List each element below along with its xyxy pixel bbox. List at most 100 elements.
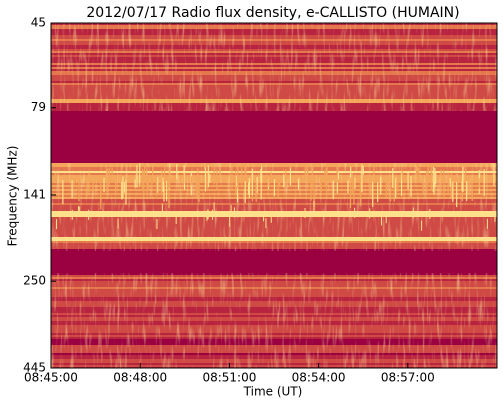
texture-streak <box>387 176 389 191</box>
texture-streak <box>361 164 363 192</box>
texture-streak <box>204 167 207 192</box>
texture-streak <box>114 177 117 193</box>
texture-streak <box>106 168 108 193</box>
texture-streak <box>466 182 468 201</box>
x-tick-label: 08:51:00 <box>202 371 256 385</box>
texture-streak <box>278 175 281 188</box>
texture-streak <box>313 179 315 207</box>
texture-streak <box>326 164 328 188</box>
texture-streak <box>434 167 436 188</box>
texture-streak <box>377 182 379 202</box>
texture-streak <box>244 165 246 175</box>
texture-streak <box>237 164 239 189</box>
texture-streak <box>123 182 126 193</box>
texture-streak <box>260 177 262 200</box>
texture-streak <box>260 169 262 183</box>
texture-streak <box>88 209 90 220</box>
texture-streak <box>156 219 158 230</box>
x-tick-label: 08:48:00 <box>113 371 167 385</box>
texture-streak <box>468 175 470 195</box>
texture-streak <box>168 181 170 209</box>
texture-streak <box>261 166 263 183</box>
texture-streak <box>397 180 399 192</box>
texture-streak <box>211 209 213 220</box>
texture-streak <box>86 179 88 196</box>
texture-streak <box>313 201 315 212</box>
texture-streak <box>393 180 395 202</box>
texture-streak <box>270 212 272 223</box>
texture-streak <box>494 211 496 222</box>
texture-streak <box>310 176 312 201</box>
texture-streak <box>478 170 480 179</box>
texture-streak <box>136 164 138 188</box>
texture-streak <box>465 167 467 180</box>
texture-streak <box>320 175 322 192</box>
texture-streak <box>166 181 168 202</box>
texture-streak <box>231 163 233 181</box>
texture-streak <box>407 170 409 190</box>
texture-streak <box>311 164 313 191</box>
texture-streak <box>251 168 253 196</box>
texture-streak <box>373 165 375 184</box>
texture-streak <box>471 180 473 201</box>
texture-streak <box>443 170 445 197</box>
texture-streak <box>206 210 208 221</box>
texture-streak <box>198 177 200 203</box>
texture-streak <box>389 176 392 202</box>
texture-streak <box>161 170 163 196</box>
texture-streak <box>209 173 211 184</box>
texture-streak <box>92 180 94 193</box>
texture-streak <box>433 182 435 195</box>
texture-streak <box>440 169 442 194</box>
texture-streak <box>176 163 178 180</box>
texture-streak <box>256 176 258 193</box>
texture-streak <box>392 168 394 188</box>
y-tick-label: 250 <box>23 274 46 288</box>
texture-streak <box>206 173 208 189</box>
texture-streak <box>350 166 352 178</box>
texture-streak <box>285 169 287 188</box>
texture-streak <box>183 171 186 191</box>
texture-streak <box>168 167 171 189</box>
texture-streak <box>337 171 340 180</box>
texture-streak <box>111 167 113 176</box>
texture-streak <box>207 209 209 220</box>
texture-streak <box>456 181 458 208</box>
texture-streak <box>483 169 485 197</box>
texture-streak <box>244 181 246 203</box>
texture-streak <box>385 180 387 198</box>
x-axis-label: Time (UT) <box>243 385 303 399</box>
texture-streak <box>157 176 159 193</box>
texture-streak <box>146 173 148 196</box>
texture-streak <box>380 215 382 226</box>
y-tick-label: 79 <box>31 100 46 114</box>
texture-streak <box>427 166 429 185</box>
texture-streak <box>139 163 141 186</box>
texture-streak <box>78 182 80 202</box>
texture-streak <box>304 208 306 219</box>
texture-streak <box>486 218 488 229</box>
texture-streak <box>426 171 428 196</box>
texture-streak <box>400 173 403 196</box>
texture-streak <box>462 166 464 193</box>
texture-streak <box>195 175 197 199</box>
texture-streak <box>395 177 397 199</box>
texture-streak <box>362 166 364 175</box>
texture-streak <box>183 173 185 184</box>
chart-title: 2012/07/17 Radio flux density, e-CALLIST… <box>86 5 459 21</box>
texture-streak <box>71 209 73 220</box>
texture-streak <box>161 203 163 214</box>
texture-streak <box>385 213 387 224</box>
texture-streak <box>380 176 382 195</box>
texture-streak <box>162 177 164 192</box>
texture-streak <box>103 177 105 193</box>
texture-streak <box>347 180 349 194</box>
texture-streak <box>478 171 480 189</box>
texture-streak <box>336 164 338 183</box>
texture-streak <box>213 165 215 185</box>
plot-frame <box>50 22 498 369</box>
texture-streak <box>369 175 371 196</box>
texture-streak <box>207 165 209 188</box>
texture-streak <box>108 167 110 185</box>
